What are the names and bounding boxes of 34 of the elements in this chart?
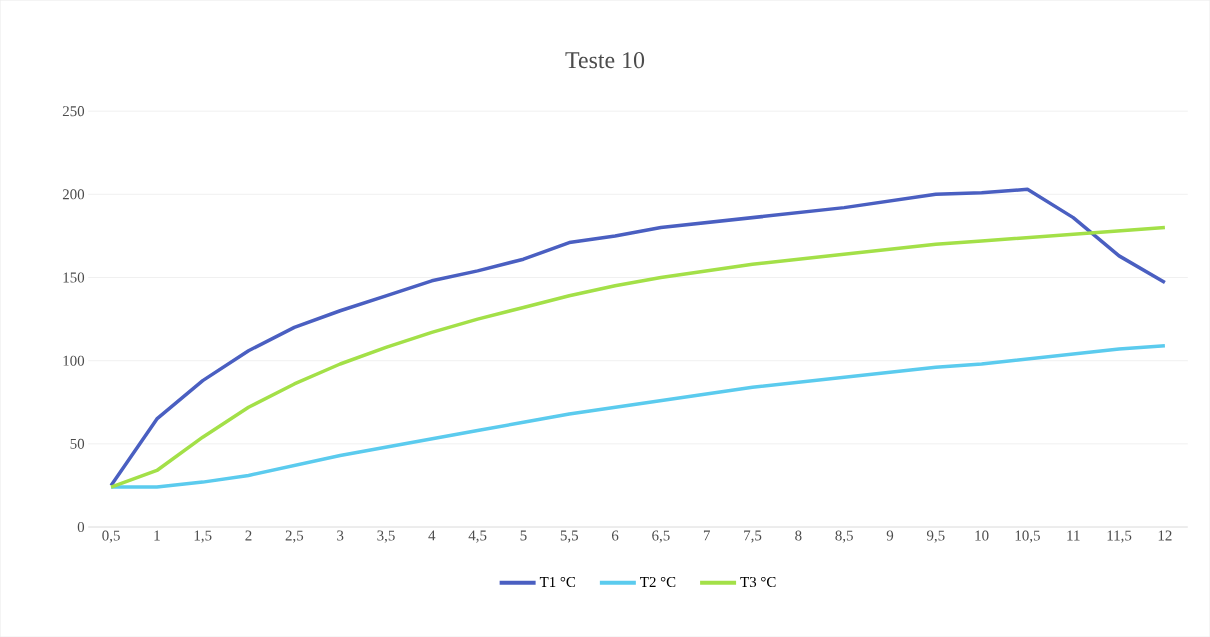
x-tick-label: 9,5 — [926, 530, 945, 543]
x-tick-label: 1,5 — [194, 530, 212, 543]
legend-label: T2 °C — [640, 576, 676, 587]
y-tick-label: 150 — [63, 272, 85, 283]
x-tick-label: 4 — [428, 530, 436, 541]
x-tick-label: 5 — [520, 530, 527, 541]
x-tick-label: 6 — [611, 530, 619, 541]
x-tick-label: 10,5 — [1015, 530, 1040, 543]
x-tick-label: 3 — [337, 530, 344, 541]
y-tick-label: 0 — [77, 521, 85, 532]
y-tick-label: 100 — [63, 355, 85, 366]
y-tick-label: 50 — [70, 438, 85, 449]
x-tick-label: 2,5 — [285, 530, 304, 543]
x-tick-label: 8 — [795, 530, 802, 541]
x-tick-label: 3,5 — [377, 530, 395, 543]
x-tick-label: 0,5 — [102, 530, 120, 543]
y-tick-label: 200 — [62, 189, 85, 200]
x-tick-label: 7 — [703, 530, 711, 541]
x-tick-label: 11 — [1067, 530, 1080, 541]
y-tick-label: 250 — [62, 106, 85, 117]
x-tick-label: 11,5 — [1107, 530, 1132, 543]
x-tick-label: 4,5 — [468, 530, 487, 543]
x-tick-label: 6,5 — [652, 530, 670, 543]
x-tick-label: 5,5 — [560, 530, 579, 543]
x-tick-label: 8,5 — [835, 530, 853, 543]
x-tick-label: 7,5 — [744, 530, 762, 543]
x-tick-label: 10 — [975, 530, 989, 541]
x-tick-label: 9 — [886, 530, 894, 541]
x-tick-label: 1 — [154, 530, 160, 541]
x-tick-label: 12 — [1158, 530, 1172, 541]
x-tick-label: 2 — [245, 530, 252, 541]
chart-title: Teste 10 — [565, 52, 645, 69]
legend-label: T3 °C — [740, 576, 776, 587]
legend-label: T1 °C — [539, 576, 576, 587]
